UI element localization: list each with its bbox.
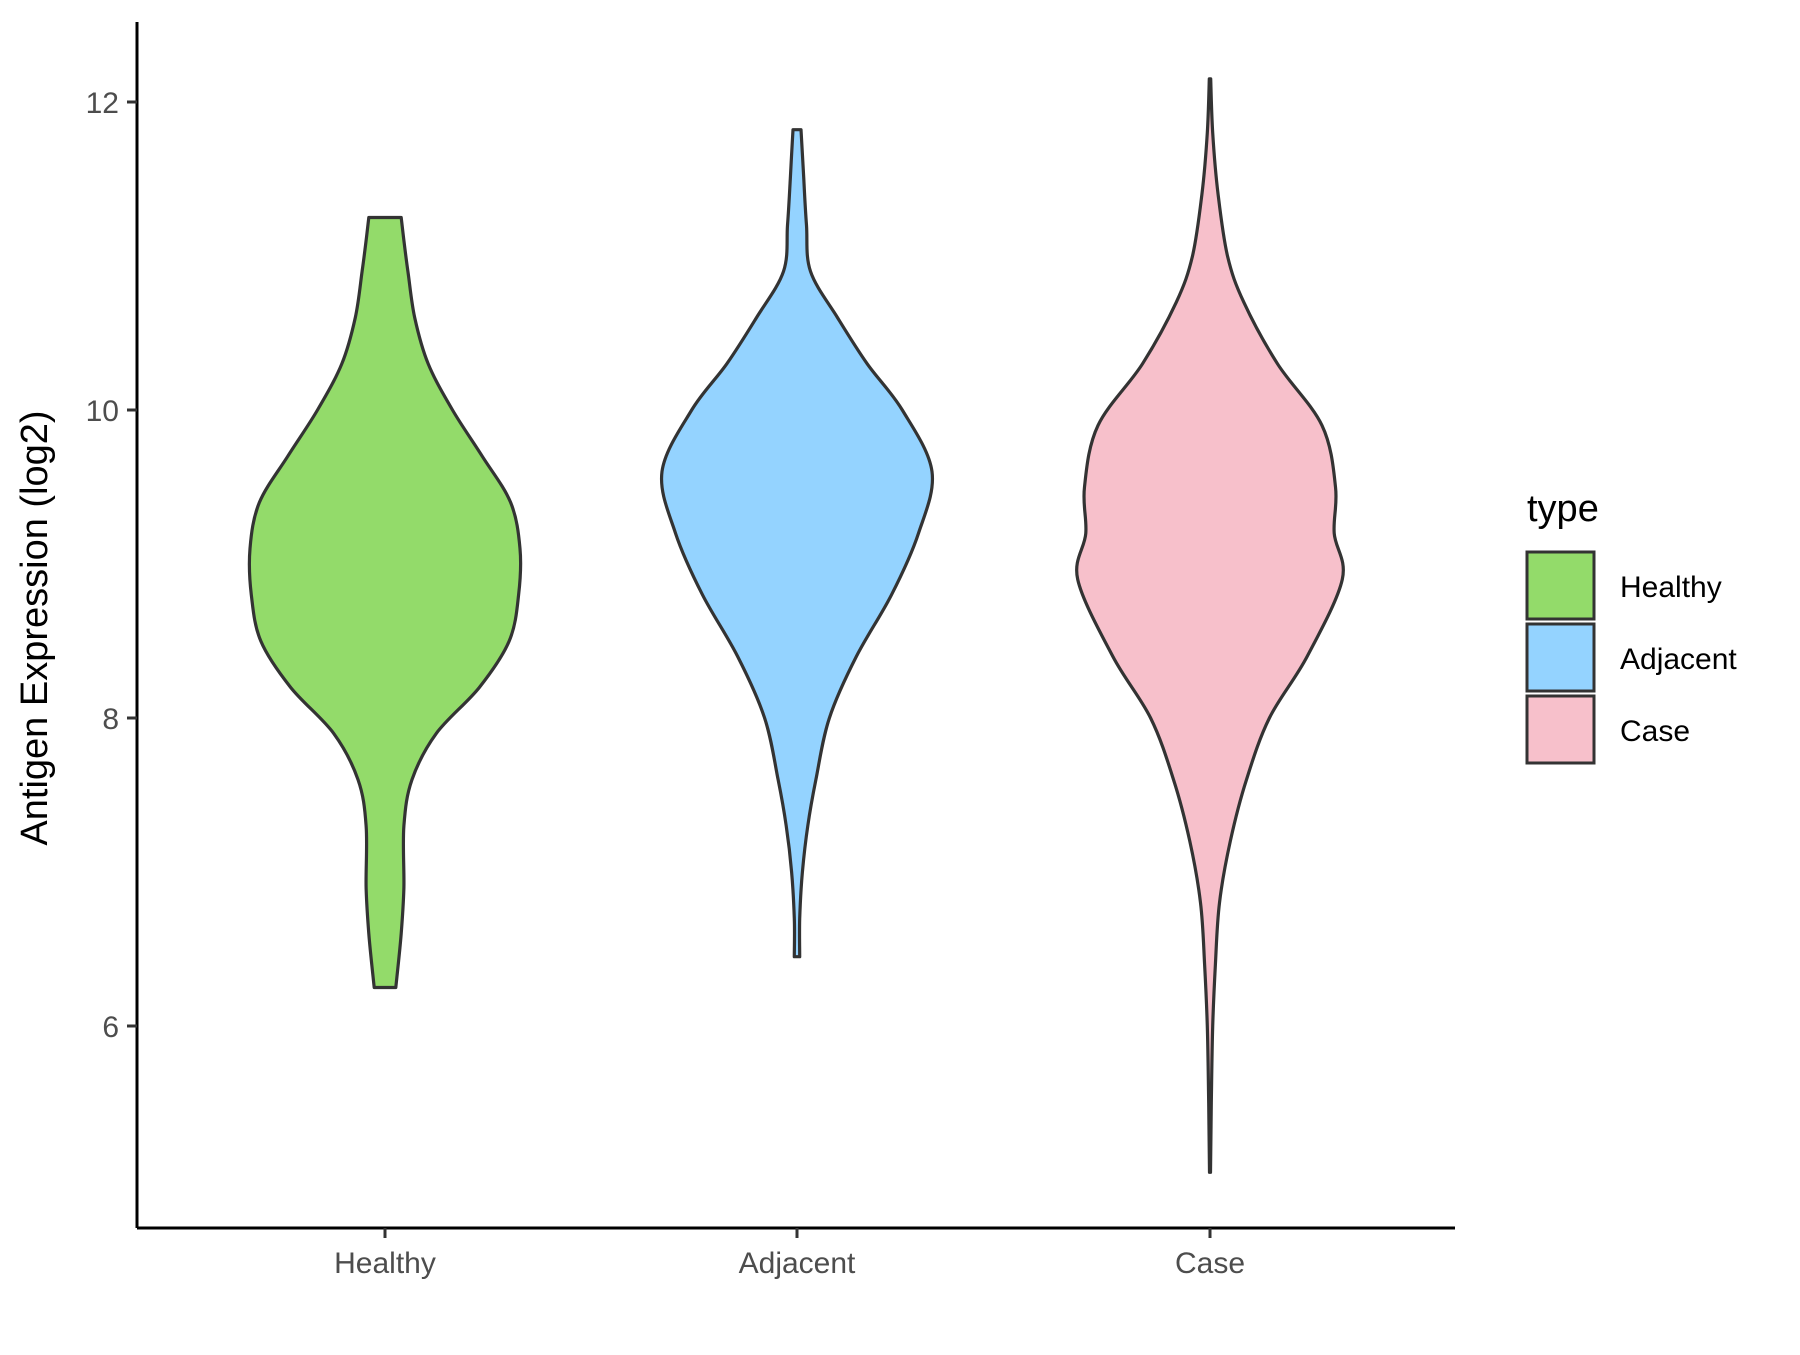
legend-label: Adjacent [1620,643,1737,676]
legend: type Healthy Adjacent Case [1525,488,1737,765]
y-tick-label: 10 [86,395,119,428]
legend-title: type [1527,488,1599,530]
x-tick-label: Adjacent [739,1247,856,1280]
y-tick-label: 6 [102,1011,119,1044]
legend-label: Healthy [1620,571,1722,604]
violin-healthy [247,215,523,990]
y-axis-title: Antigen Expression (log2) [14,410,56,845]
x-axis-ticks: Healthy Adjacent Case [334,1228,1245,1280]
violin-adjacent [659,128,935,959]
legend-items: Healthy Adjacent Case [1525,550,1737,765]
legend-swatch-healthy [1525,550,1596,621]
legend-swatch-case [1525,694,1596,765]
violins-layer [247,77,1345,1174]
y-tick-label: 12 [86,87,119,120]
violin-case [1075,77,1345,1174]
x-tick-label: Healthy [334,1247,436,1280]
x-tick-label: Case [1175,1247,1245,1280]
y-tick-label: 8 [102,703,119,736]
legend-label: Case [1620,715,1690,748]
y-axis-ticks: 6 8 10 12 [86,87,137,1044]
legend-swatch-adjacent [1525,622,1596,693]
